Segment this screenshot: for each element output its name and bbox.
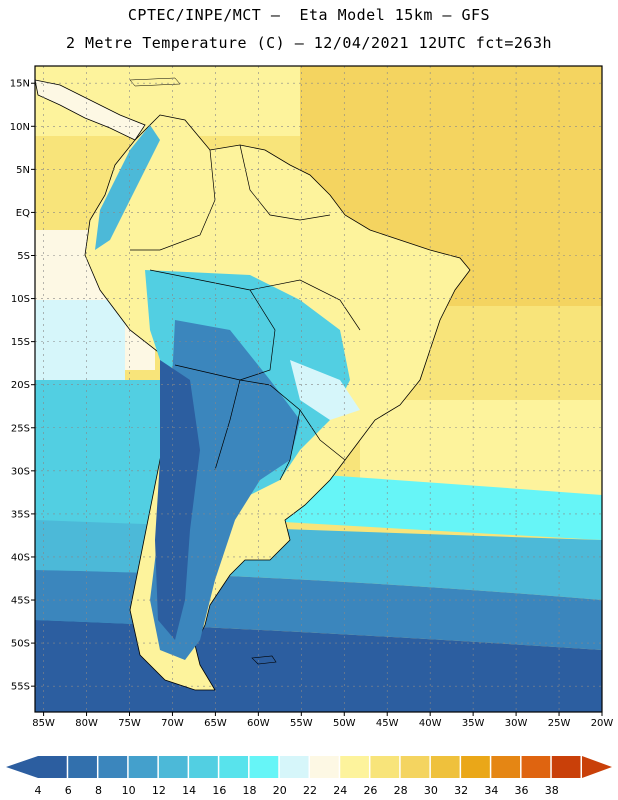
lon-tick-label: 65W (204, 718, 227, 729)
colorbar-label: 14 (182, 784, 196, 797)
lon-tick-label: 60W (247, 718, 270, 729)
colorbar-label: 8 (95, 784, 102, 797)
colorbar-label: 28 (394, 784, 408, 797)
map-title-line2: 2 Metre Temperature (C) – 12/04/2021 12U… (65, 34, 553, 52)
lat-tick-label: 5N (16, 165, 30, 176)
lon-tick-label: 75W (118, 718, 141, 729)
lon-tick-label: 85W (32, 718, 55, 729)
colorbar-label: 22 (303, 784, 317, 797)
lat-tick-label: EQ (16, 208, 30, 219)
colorbar-swatch (370, 756, 400, 778)
lat-tick-label: 5S (17, 251, 30, 262)
colorbar-swatch (310, 756, 339, 778)
ocean-band-atlantic-cool (250, 470, 602, 540)
colorbar-label: 16 (212, 784, 226, 797)
land-andes-cold (155, 360, 200, 640)
colorbar-label: 10 (122, 784, 136, 797)
colorbar-label: 18 (243, 784, 257, 797)
lon-tick-label: 45W (376, 718, 399, 729)
colorbar-label: 26 (363, 784, 377, 797)
land-southeast-mild (290, 360, 360, 420)
colorbar-labels: 4 6 8 10 12 14 16 18 20 22 24 26 28 30 32 34 36 38 (35, 784, 559, 797)
lat-tick-label: 40S (11, 552, 30, 563)
lon-tick-label: 20W (591, 718, 614, 729)
lon-tick-label: 70W (161, 718, 184, 729)
colorbar-swatch (279, 756, 309, 778)
caribbean-islands (129, 77, 181, 87)
lat-tick-label: 10N (10, 122, 30, 133)
colorbar-swatch (219, 756, 249, 778)
colorbar-swatch (249, 756, 279, 778)
colorbar-label: 20 (273, 784, 287, 797)
colorbar-label: 32 (454, 784, 468, 797)
colorbar-label: 30 (424, 784, 438, 797)
temperature-map: 15N 10N 5N EQ 5S 10S 15S 20S 25S 30S 35S 40S 45S 50S 5… (10, 65, 613, 729)
lat-tick-label: 20S (11, 380, 30, 391)
colorbar-label: 4 (35, 784, 42, 797)
lat-tick-label: 30S (11, 466, 30, 477)
colorbar-swatches (6, 756, 612, 778)
country-borders (130, 144, 361, 481)
lat-tick-label: 50S (11, 639, 30, 650)
latitude-axis: 15N 10N 5N EQ 5S 10S 15S 20S 25S 30S 35S 40S 45S 50S 5… (10, 79, 35, 693)
lat-tick-label: 10S (11, 294, 30, 305)
colorbar-swatch (38, 756, 67, 778)
colorbar-label: 34 (484, 784, 498, 797)
colorbar-swatch (128, 756, 158, 778)
lat-tick-label: 35S (11, 509, 30, 520)
colorbar-low-arrow (6, 756, 38, 778)
lat-tick-label: 15N (10, 79, 30, 90)
lon-tick-label: 50W (333, 718, 356, 729)
map-border (34, 65, 603, 713)
colorbar-swatch (551, 756, 581, 778)
map-field (35, 66, 602, 712)
lat-tick-label: 15S (11, 337, 30, 348)
falkland-islands (251, 655, 277, 665)
lon-tick-label: 55W (290, 718, 313, 729)
colorbar: 4 6 8 10 12 14 16 18 20 22 24 26 28 30 32 34 36 38 (6, 756, 612, 797)
lat-tick-label: 45S (11, 596, 30, 607)
land-north-andes (95, 125, 160, 250)
longitude-axis: 85W 80W 75W 70W 65W 60W 55W 50W 45W 40W 35W 30W 25W 2… (32, 712, 613, 729)
colorbar-swatch (400, 756, 430, 778)
colorbar-high-arrow (582, 756, 612, 778)
graticule (35, 66, 602, 712)
colorbar-swatch (98, 756, 128, 778)
lat-tick-label: 25S (11, 423, 30, 434)
central-america-land (35, 79, 146, 141)
colorbar-swatch (189, 756, 218, 778)
colorbar-swatch (68, 756, 97, 778)
map-title-line1: CPTEC/INPE/MCT – Eta Model 15km – GFS (127, 6, 491, 24)
colorbar-label: 12 (152, 784, 166, 797)
colorbar-swatch (461, 756, 490, 778)
colorbar-swatch (491, 756, 521, 778)
lat-tick-label: 55S (11, 682, 30, 693)
colorbar-label: 6 (65, 784, 72, 797)
colorbar-label: 38 (545, 784, 559, 797)
lon-tick-label: 35W (462, 718, 485, 729)
colorbar-swatch (430, 756, 460, 778)
colorbar-swatch (521, 756, 551, 778)
colorbar-label: 36 (515, 784, 529, 797)
lon-tick-label: 25W (548, 718, 571, 729)
colorbar-swatch (340, 756, 369, 778)
lon-tick-label: 80W (75, 718, 98, 729)
colorbar-swatch (158, 756, 188, 778)
ocean-band-pacific-mid (35, 300, 125, 390)
lon-tick-label: 40W (419, 718, 442, 729)
lon-tick-label: 30W (505, 718, 528, 729)
colorbar-label: 24 (333, 784, 347, 797)
